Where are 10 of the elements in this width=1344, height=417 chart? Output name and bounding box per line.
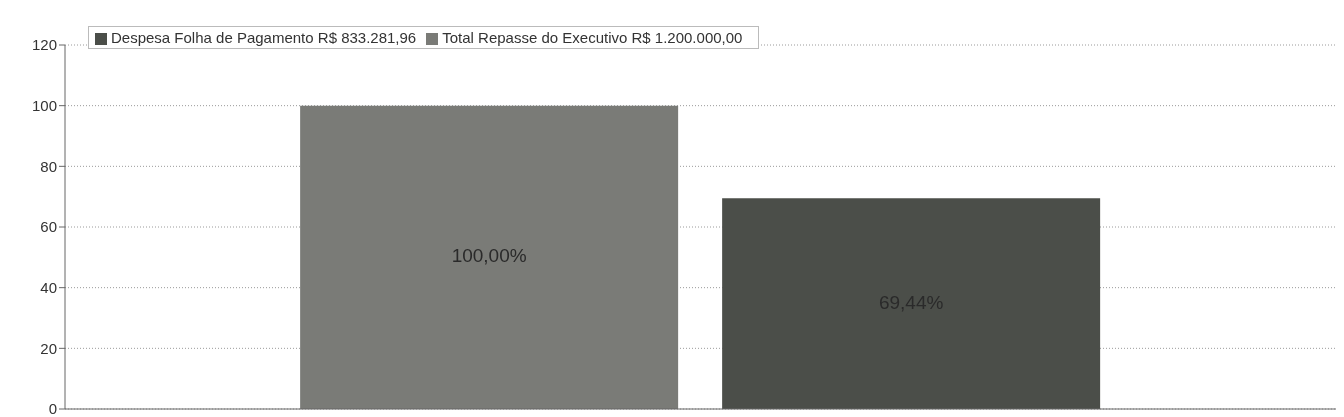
y-tick-label: 60 bbox=[40, 218, 57, 236]
legend-label: Despesa Folha de Pagamento R$ 833.281,96 bbox=[111, 29, 417, 46]
y-tick-label: 40 bbox=[40, 278, 57, 296]
data-label: 100,00% bbox=[451, 245, 527, 267]
y-tick-label: 0 bbox=[48, 400, 57, 417]
y-tick-label: 80 bbox=[40, 157, 57, 175]
y-tick-label: 120 bbox=[31, 36, 57, 54]
y-tick-label: 20 bbox=[40, 339, 57, 357]
y-tick-label: 100 bbox=[31, 96, 57, 114]
legend-label: Total Repasse do Executivo R$ 1.200.000,00 bbox=[442, 29, 743, 46]
